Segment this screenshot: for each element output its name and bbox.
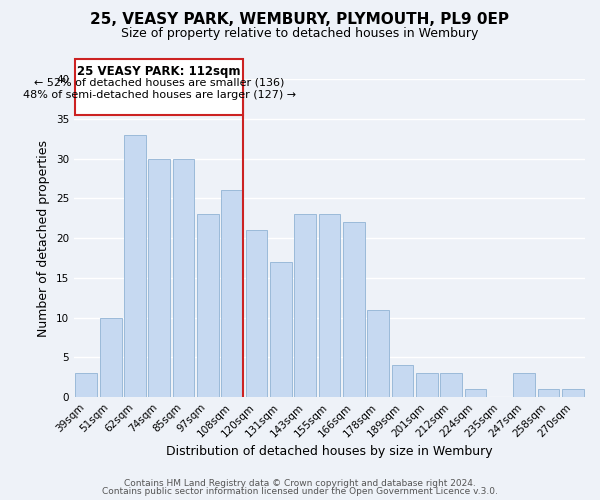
FancyBboxPatch shape [75, 59, 243, 115]
Bar [343, 222, 365, 397]
Bar [562, 390, 584, 397]
Y-axis label: Number of detached properties: Number of detached properties [37, 140, 50, 336]
Bar [75, 374, 97, 397]
Bar [464, 390, 487, 397]
Text: ← 52% of detached houses are smaller (136): ← 52% of detached houses are smaller (13… [34, 78, 284, 88]
Bar [538, 390, 559, 397]
Bar [367, 310, 389, 397]
X-axis label: Distribution of detached houses by size in Wembury: Distribution of detached houses by size … [166, 444, 493, 458]
Bar [319, 214, 340, 397]
Bar [440, 374, 462, 397]
Text: 25, VEASY PARK, WEMBURY, PLYMOUTH, PL9 0EP: 25, VEASY PARK, WEMBURY, PLYMOUTH, PL9 0… [91, 12, 509, 28]
Bar [392, 366, 413, 397]
Bar [100, 318, 122, 397]
Bar [416, 374, 438, 397]
Bar [294, 214, 316, 397]
Bar [173, 158, 194, 397]
Bar [148, 158, 170, 397]
Bar [124, 134, 146, 397]
Text: Size of property relative to detached houses in Wembury: Size of property relative to detached ho… [121, 28, 479, 40]
Text: Contains public sector information licensed under the Open Government Licence v.: Contains public sector information licen… [102, 487, 498, 496]
Text: 25 VEASY PARK: 112sqm: 25 VEASY PARK: 112sqm [77, 64, 241, 78]
Bar [513, 374, 535, 397]
Bar [245, 230, 268, 397]
Bar [197, 214, 219, 397]
Text: Contains HM Land Registry data © Crown copyright and database right 2024.: Contains HM Land Registry data © Crown c… [124, 478, 476, 488]
Bar [270, 262, 292, 397]
Text: 48% of semi-detached houses are larger (127) →: 48% of semi-detached houses are larger (… [23, 90, 296, 100]
Bar [221, 190, 243, 397]
